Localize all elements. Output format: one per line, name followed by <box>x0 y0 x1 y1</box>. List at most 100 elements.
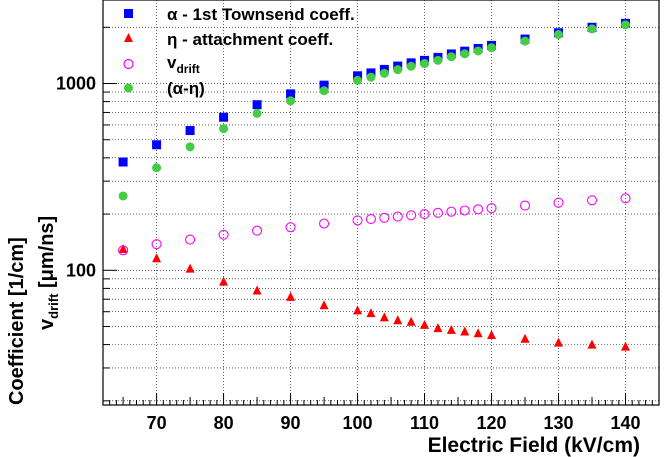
point-eta <box>219 276 229 286</box>
y-axis-title-line2: vdrift [μm/ns] <box>36 216 61 330</box>
x-tick-label: 140 <box>610 413 640 433</box>
point-diff <box>393 65 403 75</box>
point-eta <box>446 324 456 334</box>
x-tick-label: 90 <box>281 413 301 433</box>
point-vdrift <box>252 225 263 236</box>
x-tick-label: 100 <box>343 413 373 433</box>
x-tick-label: 110 <box>410 413 439 433</box>
point-vdrift <box>486 203 497 214</box>
point-diff <box>406 61 416 71</box>
point-alpha <box>353 71 363 81</box>
x-tick-label: 130 <box>543 413 573 433</box>
series-vdrift <box>118 193 631 256</box>
point-diff <box>520 36 530 46</box>
legend-label-alpha: α - 1st Townsend coeff. <box>167 5 355 24</box>
y-axis-title-sub: drift <box>46 293 61 319</box>
point-vdrift <box>586 195 598 206</box>
point-eta <box>118 244 128 254</box>
y-axis-title-line1: Coefficient [1/cm] <box>6 237 28 405</box>
point-eta <box>587 339 597 349</box>
point-alpha <box>118 157 128 167</box>
legend-marker-eta <box>124 33 133 42</box>
point-vdrift <box>285 222 296 233</box>
point-vdrift <box>553 197 564 208</box>
y-axis-title-v: v <box>36 318 58 330</box>
point-eta <box>185 263 195 273</box>
point-vdrift <box>519 200 531 211</box>
point-vdrift <box>620 193 631 204</box>
point-vdrift <box>446 206 457 217</box>
point-diff <box>621 20 631 30</box>
x-tick-label: 70 <box>147 413 167 433</box>
point-diff <box>487 43 497 53</box>
series-diff <box>118 20 631 201</box>
point-vdrift <box>218 229 229 240</box>
point-diff <box>420 59 430 69</box>
point-eta <box>286 291 296 301</box>
point-alpha <box>286 89 296 99</box>
point-diff <box>460 49 470 59</box>
legend-label-eta: η - attachment coeff. <box>167 30 333 49</box>
point-eta <box>379 312 389 322</box>
point-eta <box>554 337 564 347</box>
point-eta <box>621 341 631 351</box>
point-alpha <box>185 126 195 136</box>
point-eta <box>393 315 403 325</box>
point-diff <box>446 52 456 62</box>
legend-label-vdrift-main: v <box>167 53 177 72</box>
point-vdrift <box>151 239 162 250</box>
point-vdrift <box>379 212 390 223</box>
legend-marker-alpha <box>124 9 133 18</box>
point-eta <box>487 330 497 340</box>
point-alpha <box>152 140 162 150</box>
point-eta <box>319 300 329 310</box>
x-tick-label: 120 <box>477 413 507 433</box>
x-tick-label: 80 <box>214 413 234 433</box>
point-vdrift <box>432 207 443 218</box>
point-eta <box>366 308 376 318</box>
point-vdrift <box>459 205 470 216</box>
point-vdrift <box>185 234 196 245</box>
point-diff <box>118 191 128 201</box>
point-vdrift <box>406 210 417 221</box>
y-axis-title-rest: [μm/ns] <box>36 216 58 294</box>
y-tick-label: 1000 <box>56 74 96 94</box>
point-eta <box>520 333 530 343</box>
point-diff <box>554 30 564 40</box>
point-diff <box>185 142 195 152</box>
axis-ticks <box>102 26 660 405</box>
point-diff <box>152 163 162 173</box>
legend-label-vdrift-sub: drift <box>176 62 199 76</box>
legend: α - 1st Townsend coeff. η - attachment c… <box>123 5 355 98</box>
point-vdrift <box>419 209 430 220</box>
point-vdrift <box>319 218 330 229</box>
plot-frame <box>102 0 660 406</box>
series-eta <box>118 244 631 351</box>
point-vdrift <box>118 245 129 256</box>
x-axis-title: Electric Field (kV/cm) <box>428 434 640 457</box>
point-eta <box>433 323 443 333</box>
y-tick-labels: 100 1000 <box>56 74 96 281</box>
legend-marker-vdrift <box>123 58 134 70</box>
data-series <box>118 18 631 351</box>
point-alpha <box>319 80 329 90</box>
point-alpha <box>252 100 262 110</box>
grid-lines <box>103 0 659 405</box>
point-vdrift <box>473 204 484 215</box>
point-vdrift <box>352 215 363 226</box>
legend-label-diff: (α-η) <box>167 79 205 98</box>
point-eta <box>252 285 262 295</box>
legend-marker-diff <box>124 83 133 93</box>
point-eta <box>460 326 470 336</box>
point-eta <box>473 328 483 338</box>
point-diff <box>319 86 329 96</box>
point-diff <box>473 46 483 56</box>
point-diff <box>252 108 262 118</box>
point-eta <box>353 305 363 315</box>
point-diff <box>433 55 443 65</box>
point-eta <box>152 253 162 263</box>
point-alpha <box>219 112 229 122</box>
point-eta <box>406 316 416 326</box>
point-diff <box>353 75 363 85</box>
